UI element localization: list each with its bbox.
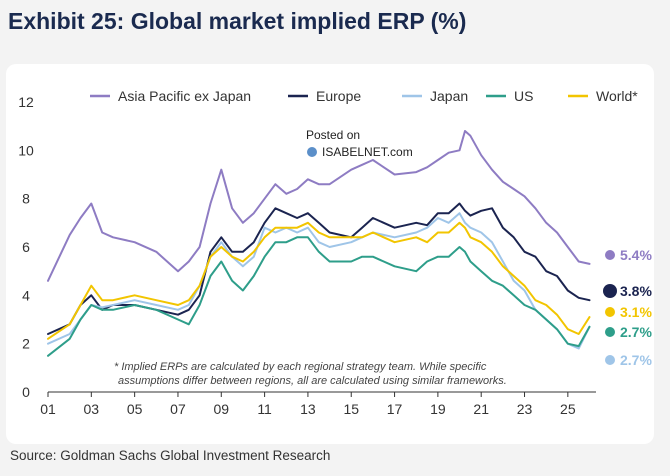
y-tick-label: 0 [22,384,30,400]
x-tick-label: 07 [170,401,186,417]
x-tick-label: 05 [127,401,143,417]
erp-line-chart: Asia Pacific ex Japan Europe Japan US World*… [18,88,652,417]
source-note: Source: Goldman Sachs Global Investment … [10,448,331,463]
footnote-line1: * Implied ERPs are calculated by each re… [114,361,487,373]
x-tick-label: 03 [84,401,100,417]
legend-label: Asia Pacific ex Japan [118,88,251,104]
series-line-europe [47,202,591,335]
series-line-world [47,221,591,340]
y-tick-label: 12 [18,94,34,110]
x-tick-label: 17 [387,401,403,417]
footnote: * Implied ERPs are calculated by each re… [114,361,507,387]
end-label-dot [603,284,617,298]
x-tick-label: 11 [257,401,272,417]
legend-label: World* [596,88,638,104]
y-tick-label: 8 [22,191,30,207]
series-line-us [47,236,591,357]
end-label-value: 3.1% [620,304,652,320]
legend-label: Japan [430,88,468,104]
end-label-value: 2.7% [620,324,652,340]
end-label-value: 5.4% [620,247,652,263]
series-line-japan [47,212,591,350]
end-label-dot [605,250,615,260]
chart-title: Exhibit 25: Global market implied ERP (%… [8,8,467,34]
x-tick-label: 21 [473,401,489,417]
watermark-line1: Posted on [306,128,360,142]
x-tick-label: 01 [40,401,56,417]
y-tick-label: 10 [18,142,34,158]
end-label-value: 3.8% [620,283,652,299]
end-label-dot [605,307,615,317]
end-labels: 5.4% 3.8% 3.1% 2.7% 2.7% [603,247,652,368]
series-lines [47,130,591,357]
axes: 0 2 4 6 8 10 12 01 03 05 07 09 11 13 15 17 19 21 23 25 [18,94,596,417]
y-tick-label: 2 [22,336,30,352]
x-tick-label: 23 [517,401,533,417]
legend: Asia Pacific ex Japan Europe Japan US World* [90,88,638,104]
series-line-asia-pacific-ex-japan [47,130,591,282]
x-tick-label: 09 [213,401,229,417]
end-label-dot [605,355,615,365]
x-tick-label: 13 [300,401,316,417]
x-tick-label: 25 [560,401,576,417]
x-tick-label: 19 [430,401,446,417]
globe-icon [307,147,317,157]
footnote-line2: assumptions differ between regions, all … [118,375,507,387]
chart-panel: Asia Pacific ex Japan Europe Japan US World*… [6,64,654,444]
legend-label: Europe [316,88,361,104]
end-label-dot [605,327,615,337]
watermark-line2: ISABELNET.com [322,145,413,159]
x-tick-label: 15 [343,401,359,417]
end-label-value: 2.7% [620,352,652,368]
isabelnet-watermark: Posted on ISABELNET.com [306,128,413,159]
y-tick-label: 6 [22,239,30,255]
y-tick-label: 4 [22,287,30,303]
legend-label: US [514,88,533,104]
